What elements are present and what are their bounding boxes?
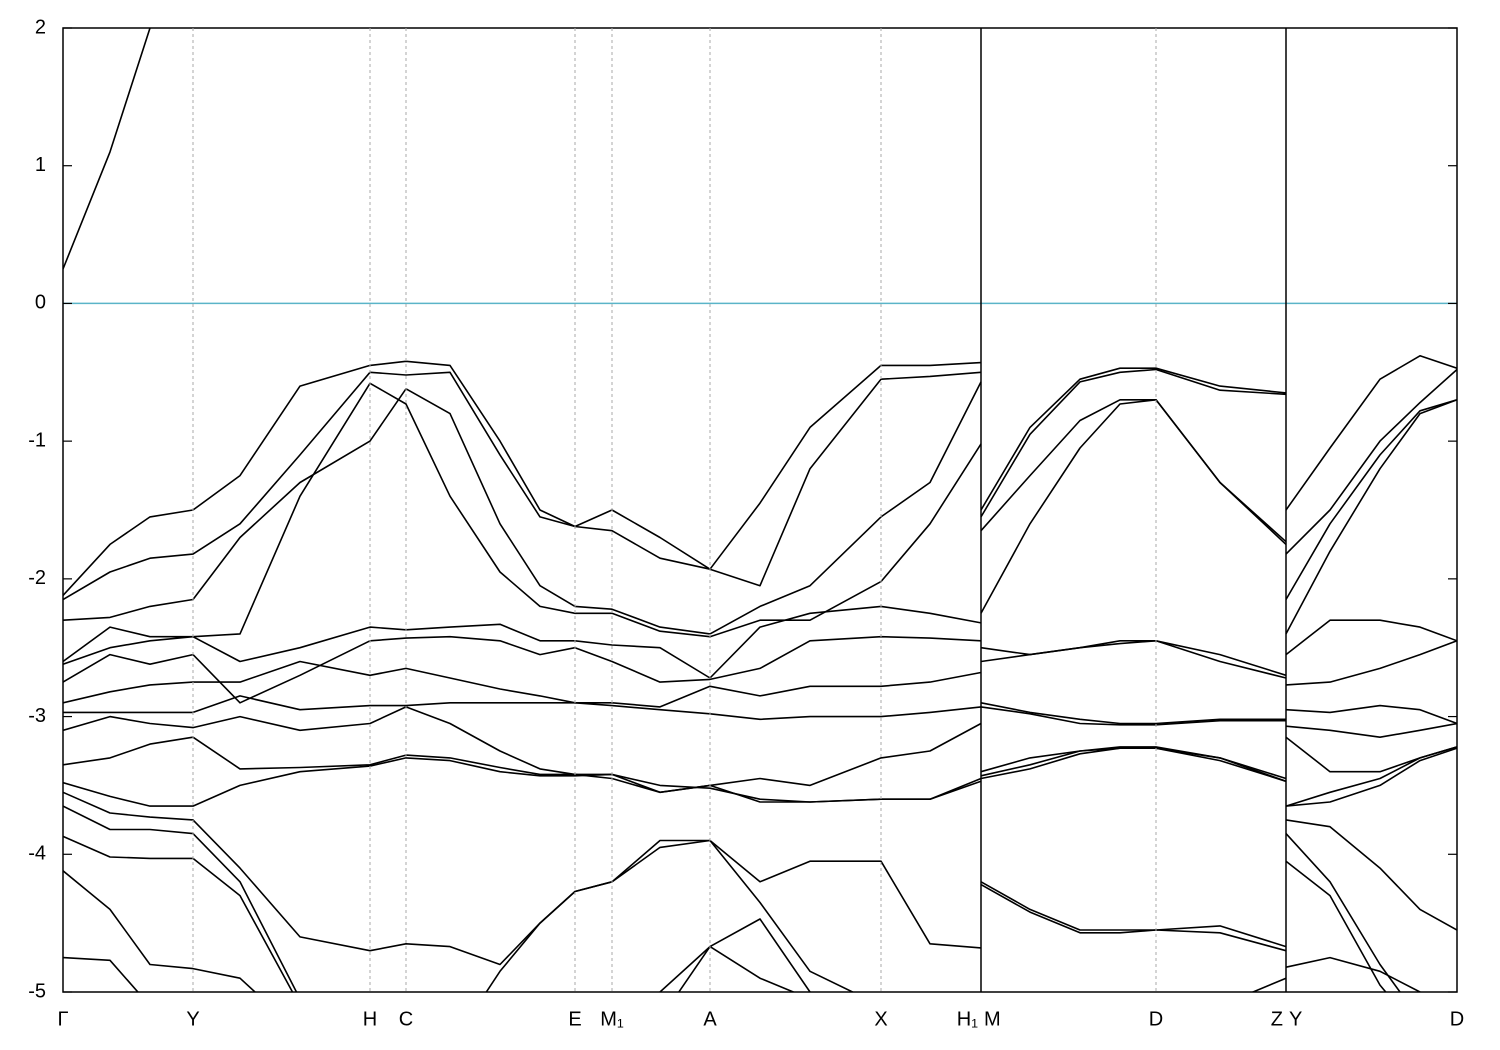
band-line — [63, 355, 1457, 596]
x-tick-label: M₁ — [600, 1008, 624, 1030]
y-tick-label: -3 — [28, 705, 46, 727]
band-line — [63, 635, 1457, 704]
y-tick-label: 0 — [35, 292, 46, 314]
x-tick-label: Z — [1271, 1008, 1283, 1030]
band-line — [63, 870, 1422, 992]
band-line — [63, 791, 1457, 966]
band-line — [63, 382, 1457, 665]
x-tick-label: D — [1450, 1008, 1464, 1030]
y-tick-label: 1 — [35, 154, 46, 176]
x-tick-label: A — [703, 1008, 717, 1030]
x-tick-label: M — [984, 1008, 1001, 1030]
x-tick-label: H — [363, 1008, 377, 1030]
y-tick-label: 2 — [35, 16, 46, 38]
x-tick-label: Y — [1289, 1008, 1302, 1030]
band-line — [63, 835, 1387, 992]
x-tick-label: H₁ — [957, 1008, 978, 1030]
x-tick-label: Y — [186, 1008, 199, 1030]
x-tick-label: C — [399, 1008, 413, 1030]
band-line — [63, 695, 1457, 738]
plot-area — [63, 28, 1457, 992]
x-tick-label: Γ — [57, 1008, 68, 1030]
x-tick-label: D — [1149, 1008, 1163, 1030]
band-line — [63, 747, 1457, 807]
y-tick-label: -5 — [28, 980, 46, 1002]
plot-border — [62, 27, 1458, 993]
band-line — [63, 368, 1457, 601]
y-tick-label: -1 — [28, 429, 46, 451]
y-tick-label: -4 — [28, 843, 46, 865]
band-line — [63, 28, 151, 270]
band-line — [63, 660, 1457, 725]
band-line — [63, 805, 1401, 992]
y-tick-label: -2 — [28, 567, 46, 589]
x-tick-label: E — [568, 1008, 581, 1030]
x-tick-label: X — [874, 1008, 887, 1030]
